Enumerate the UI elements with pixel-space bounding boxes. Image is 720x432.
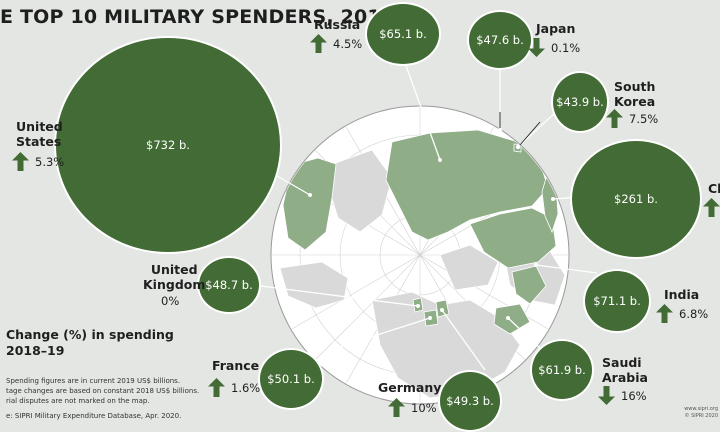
value-japan: $47.6 b. [476,33,524,47]
label-france: France [212,358,260,373]
bubble-united-states: $732 b. [56,38,280,252]
value-germany: $49.3 b. [446,394,494,408]
value-russia: $65.1 b. [379,27,427,41]
value-china: $261 b. [614,192,658,206]
change-united-kingdom: 0% [161,294,180,308]
bubble-south-korea: $43.9 b. [553,73,607,131]
change-india: 6.8% [656,304,708,323]
legend-title: Change (%) in spending 2018–19 [6,327,174,358]
label-russia: Russia [314,17,361,32]
arrow-up-icon [208,378,225,397]
bubble-russia: $65.1 b. [367,4,439,64]
label-south-korea: South Korea [614,79,656,109]
label-china: Ch [708,181,720,196]
change-south-korea: 7.5% [606,109,658,128]
value-united-states: $732 b. [146,138,190,152]
corner-copyright: © SIPRI 2020 [684,413,718,419]
arrow-up-icon [703,198,720,217]
value-france: $50.1 b. [267,372,315,386]
value-south-korea: $43.9 b. [556,95,604,109]
arrow-up-icon [388,398,405,417]
change-france: 1.6% [208,378,260,397]
label-germany: Germany [378,380,442,395]
change-china [703,198,720,217]
bubble-india: $71.1 b. [585,271,649,331]
bubble-china: $261 b. [572,141,700,257]
label-saudi-arabia: Saudi Arabia [602,355,648,385]
value-saudi-arabia: $61.9 b. [538,363,586,377]
note-3: rial disputes are not marked on the map. [6,397,150,405]
label-japan: Japan [536,21,576,36]
arrow-up-icon [606,109,623,128]
value-india: $71.1 b. [593,294,641,308]
corner-url: www.sipri.org [684,406,718,412]
bubble-japan: $47.6 b. [469,12,531,68]
value-united-kingdom: $48.7 b. [205,278,253,292]
page-title: E TOP 10 MILITARY SPENDERS, 2019 [0,6,395,28]
note-1: Spending figures are in current 2019 US$… [6,377,181,385]
label-united-kingdom: United Kingdom [143,262,206,292]
bubble-germany: $49.3 b. [440,372,500,430]
arrow-up-icon [656,304,673,323]
arrow-up-icon [310,34,327,53]
arrow-up-icon [12,152,29,171]
change-saudi-arabia: 16% [598,386,647,405]
arrow-down-icon [598,386,615,405]
label-india: India [664,287,700,302]
russia-shape [385,129,549,241]
label-united-states: United States [16,119,63,149]
india-shape [511,265,547,305]
change-germany: 10% [388,398,437,417]
leader-dots [308,128,555,320]
saudi-arabia-shape [493,303,531,335]
china-shape [469,207,557,269]
bubble-saudi-arabia: $61.9 b. [532,341,592,399]
arrow-down-icon [528,38,545,57]
change-united-states: 5.3% [12,152,64,171]
bubble-united-kingdom: $48.7 b. [199,258,259,312]
note-2: tage changes are based on constant 2018 … [6,387,200,395]
united-states-shape [282,157,337,251]
leader-lines-dark [499,112,541,146]
bubble-france: $50.1 b. [260,350,322,408]
change-japan: 0.1% [528,38,580,57]
change-russia: 4.5% [310,34,362,53]
source-note: e: SIPRI Military Expenditure Database, … [6,412,182,420]
